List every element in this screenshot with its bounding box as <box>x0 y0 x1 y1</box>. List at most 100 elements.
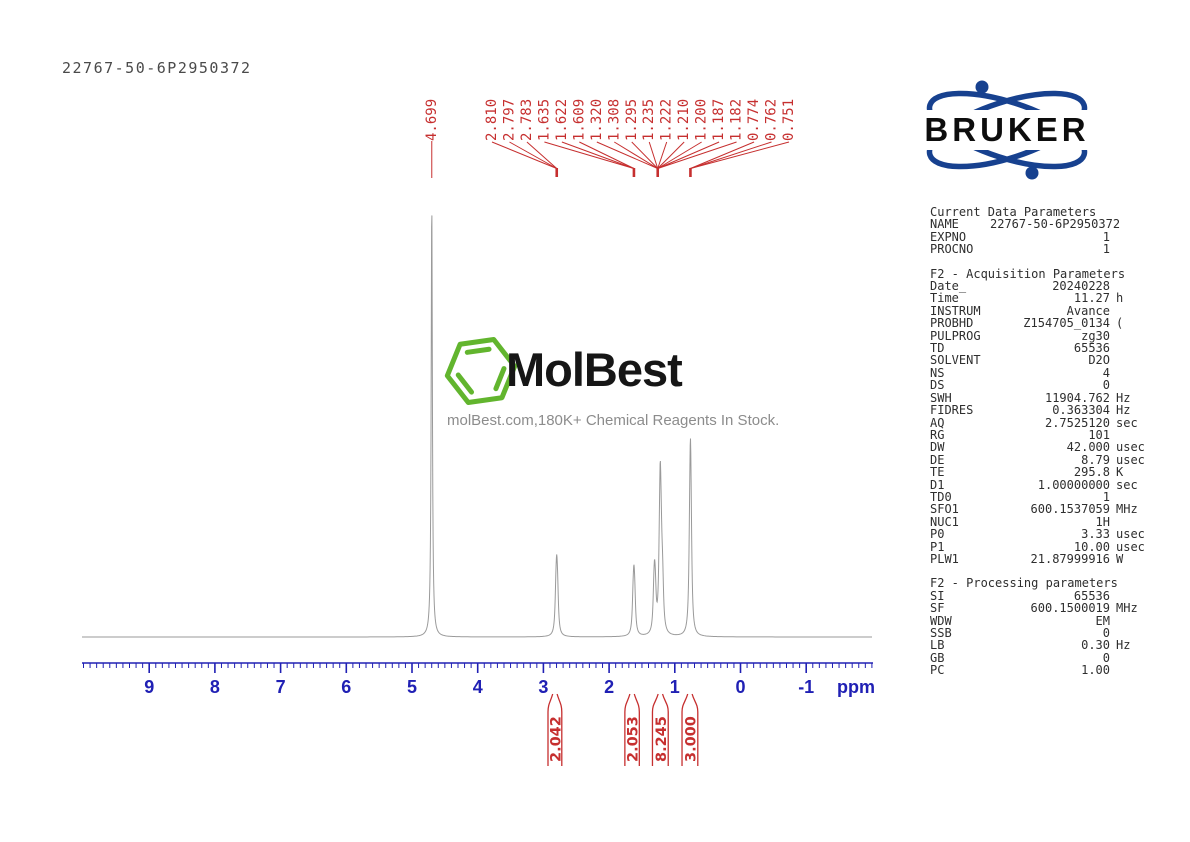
param-label: SWH <box>930 390 952 405</box>
nmr-trace <box>82 215 873 638</box>
peak-shift-label: 1.609 <box>571 99 587 141</box>
x-axis-unit-label: ppm <box>837 677 875 697</box>
param-value: 1.00 <box>1081 663 1110 678</box>
param-unit <box>1110 342 1116 354</box>
param-row: PROCNO 1 <box>930 242 1188 257</box>
param-label: SI <box>930 588 945 603</box>
molbest-hexagon-icon <box>444 337 518 405</box>
params-section-heading: F2 - Processing parameters <box>930 576 1118 591</box>
x-tick-label: 1 <box>670 677 680 697</box>
param-row: PULPROG zg30 <box>930 328 1188 343</box>
param-row: Time 11.27 h <box>930 291 1188 306</box>
param-unit: usec <box>1116 539 1145 554</box>
peak-connector <box>596 141 658 169</box>
param-label: DS <box>930 378 945 393</box>
param-unit: MHz <box>1116 601 1138 616</box>
integral-brackets: 2.042 2.053 8.245 3.000 <box>547 693 699 766</box>
param-row: P1 10.00 usec <box>930 539 1188 554</box>
param-unit: h <box>1116 291 1124 306</box>
peak-connector <box>690 141 755 169</box>
peak-shift-label: 2.797 <box>501 99 517 141</box>
param-value: 20240228 <box>1052 279 1110 294</box>
param-label: PROCNO <box>930 242 974 257</box>
param-unit <box>1110 354 1116 366</box>
peak-shift-label: 0.762 <box>764 99 780 141</box>
orbit-dot <box>975 80 989 94</box>
peak-shift-label: 1.222 <box>659 99 675 141</box>
param-value: 0 <box>1102 650 1110 665</box>
param-row: NAME 22767-50-6P2950372 <box>930 217 1188 232</box>
param-row: PROBHD Z154705_0134 ( <box>930 316 1188 331</box>
param-label: AQ <box>930 415 945 430</box>
param-label: PULPROG <box>930 328 981 343</box>
peak-shift-label: 4.699 <box>424 99 440 141</box>
param-row: TE 295.8 K <box>930 465 1188 480</box>
param-row: DE 8.79 usec <box>930 452 1188 467</box>
param-label: SFO1 <box>930 502 959 517</box>
param-label: NAME <box>930 217 959 232</box>
param-value: 11.27 <box>1073 291 1110 306</box>
param-label: SOLVENT <box>930 353 981 368</box>
param-unit <box>1110 615 1116 627</box>
peak-shift-labels: 4.699 2.810 2.797 2.783 1.635 1.622 1.609 1.320… <box>424 99 797 141</box>
parameters-panel: Current Data Parameters NAME 22767-50-6P29… <box>930 206 1188 677</box>
param-value: D2O <box>1088 353 1110 368</box>
param-row: SI 65536 <box>930 588 1188 603</box>
param-value: EM <box>1095 613 1110 628</box>
param-row: NS 4 <box>930 366 1188 379</box>
param-value: 295.8 <box>1073 465 1110 480</box>
peak-connector <box>657 141 702 169</box>
param-row: NUC1 1H <box>930 514 1188 529</box>
peak-shift-label: 1.622 <box>554 99 570 141</box>
peak-connector <box>657 141 737 169</box>
param-row: PC 1.00 <box>930 663 1188 678</box>
param-label: PLW1 <box>930 551 959 566</box>
param-value: 65536 <box>1073 588 1110 603</box>
param-label: Time <box>930 291 959 306</box>
param-label: RG <box>930 427 945 442</box>
param-value: 2.7525120 <box>1044 415 1110 430</box>
param-label: DW <box>930 440 945 455</box>
peak-label-connectors <box>431 141 790 178</box>
integral-value: 3.000 <box>683 716 699 762</box>
bruker-wordmark: BRUKER <box>919 110 1095 150</box>
param-unit <box>1110 243 1116 255</box>
param-value: 8.79 <box>1081 452 1110 467</box>
param-row: FIDRES 0.363304 Hz <box>930 403 1188 418</box>
x-tick-label: 9 <box>144 677 154 697</box>
param-row: TD0 1 <box>930 491 1188 504</box>
param-unit: Hz <box>1116 403 1131 418</box>
param-unit: K <box>1116 465 1124 480</box>
peak-shift-label: 1.187 <box>711 99 727 141</box>
param-label: TE <box>930 465 945 480</box>
molbest-wordmark: MolBest <box>506 343 683 396</box>
param-unit <box>1110 218 1116 230</box>
param-unit: ( <box>1116 316 1124 331</box>
param-value: 65536 <box>1073 341 1110 356</box>
param-label: SF <box>930 601 945 616</box>
peak-connector <box>657 141 685 169</box>
x-tick-label: 7 <box>276 677 286 697</box>
param-value: 1H <box>1095 514 1110 529</box>
x-tick-label: 3 <box>538 677 548 697</box>
section-gap <box>930 256 1188 268</box>
peak-shift-label: 2.810 <box>484 99 500 141</box>
integral-bracket <box>547 693 563 766</box>
param-unit <box>1110 379 1116 391</box>
param-label: PC <box>930 663 945 678</box>
x-tick-label: 0 <box>735 677 745 697</box>
peak-shift-label: 1.235 <box>641 99 657 141</box>
bruker-logo-icon <box>926 80 1088 180</box>
param-row: RG 101 <box>930 427 1188 442</box>
param-row: SWH 11904.762 Hz <box>930 390 1188 405</box>
param-label: D1 <box>930 477 945 492</box>
x-tick-label: 2 <box>604 677 614 697</box>
param-value: zg30 <box>1081 328 1110 343</box>
param-row: SOLVENT D2O <box>930 353 1188 368</box>
param-unit: MHz <box>1116 502 1138 517</box>
param-unit: Hz <box>1116 638 1131 653</box>
param-label: Date_ <box>930 279 967 294</box>
param-label: DE <box>930 452 945 467</box>
param-row: INSTRUM Avance <box>930 304 1188 317</box>
